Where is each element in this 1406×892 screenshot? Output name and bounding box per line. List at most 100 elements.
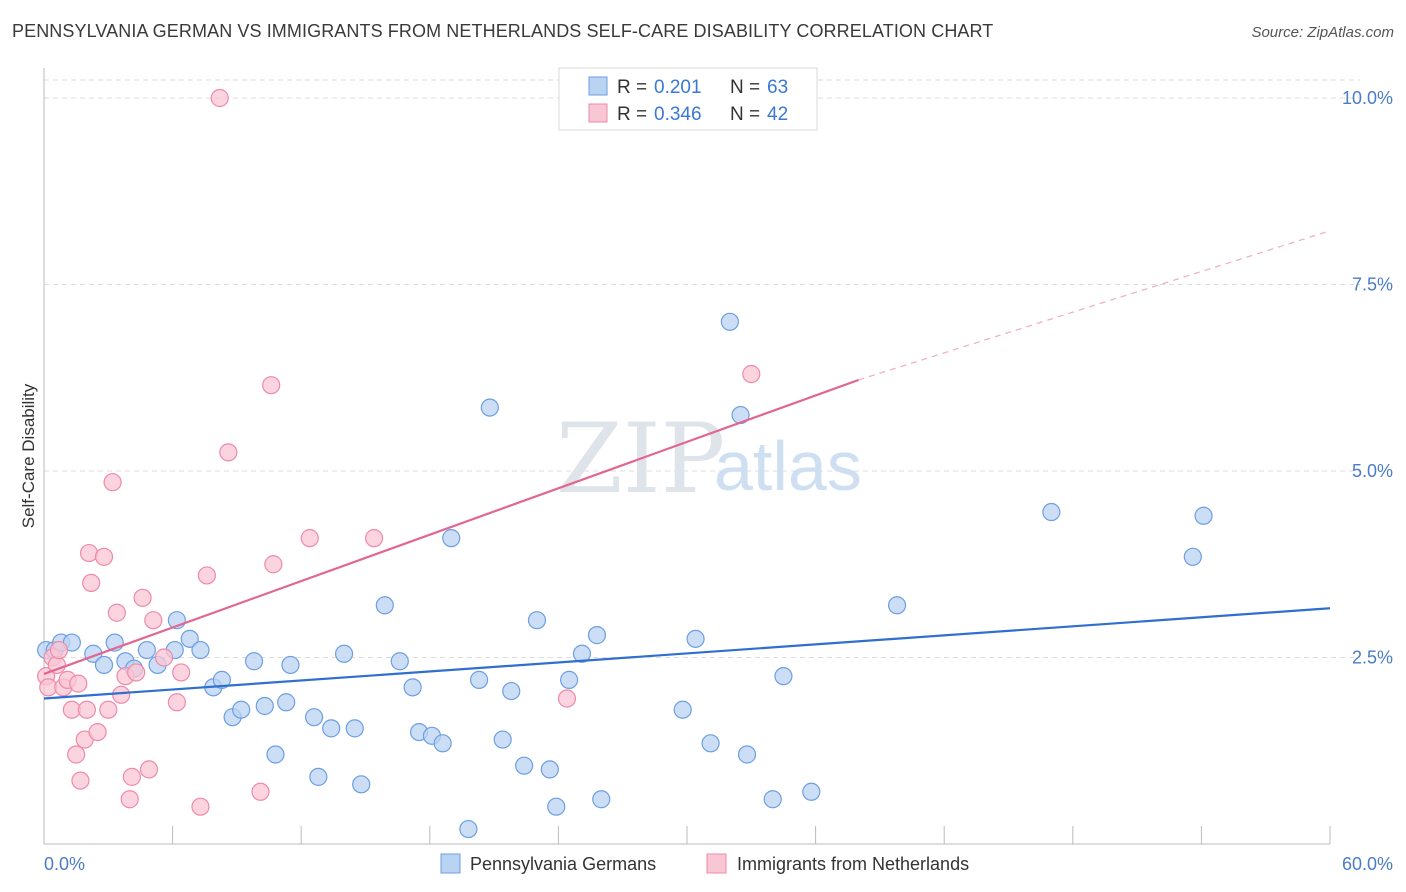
point-blue-61 [1183,547,1202,566]
point-blue-21 [266,745,285,764]
point-blue-19 [244,652,264,671]
point-blue-18 [232,700,251,719]
point-blue-29 [352,775,371,794]
point-pink-40 [742,364,761,384]
point-pink-35 [262,376,281,395]
point-blue-41 [502,681,521,701]
point-pink-33 [219,443,238,462]
legend-n-label-2: N = [730,104,760,125]
point-blue-59 [887,596,907,615]
point-pink-27 [154,648,174,667]
point-blue-16 [212,670,231,689]
point-pink-4 [49,640,69,660]
chart-title: PENNSYLVANIA GERMAN VS IMMIGRANTS FROM N… [12,21,994,41]
point-blue-42 [515,756,534,775]
legend-swatch-pink [588,103,608,123]
point-blue-25 [309,767,328,786]
legend-r-value-1: 0.201 [654,77,702,98]
point-pink-17 [103,473,122,492]
point-pink-26 [144,611,163,630]
legend-n-value-2: 42 [767,104,788,125]
trend-line-pink [43,378,859,675]
point-pink-8 [67,745,86,764]
point-pink-37 [300,529,319,548]
point-blue-46 [560,670,579,689]
bottom-legend-label-pink: Immigrants from Netherlands [737,854,969,874]
point-pink-28 [167,693,186,712]
point-blue-5 [94,655,114,675]
point-blue-39 [480,398,499,417]
point-blue-40 [493,730,512,749]
point-blue-27 [334,644,354,663]
point-blue-26 [322,719,341,738]
point-blue-23 [281,655,300,675]
point-blue-14 [191,640,210,660]
point-pink-15 [94,547,114,566]
point-blue-62 [1194,506,1213,525]
point-blue-35 [433,734,452,753]
y-tick-label-0: 2.5% [1352,648,1393,668]
point-pink-38 [364,529,384,548]
point-blue-45 [547,797,566,816]
point-pink-18 [107,603,126,622]
point-pink-30 [191,797,210,816]
trend-line-blue [43,607,1331,700]
grid-lines [44,79,1360,658]
watermark-atlas: atlas [714,427,862,505]
axes [43,68,1331,845]
point-pink-34 [251,782,270,801]
y-tick-labels: 2.5% 5.0% 7.5% 10.0% [1342,88,1393,668]
point-pink-9 [71,771,90,790]
point-blue-9 [137,640,156,660]
point-blue-24 [304,708,324,727]
point-blue-13 [180,629,199,648]
point-blue-30 [375,596,394,615]
point-pink-21 [120,790,139,809]
point-blue-56 [763,790,782,809]
legend-n-value-1: 63 [767,77,788,98]
point-pink-24 [133,588,152,607]
point-blue-48 [587,626,607,645]
trend-lines [43,230,1331,700]
watermark: ZIP atlas [556,403,862,515]
top-legend: R = 0.201 N = 63 R = 0.346 N = 42 [558,67,818,131]
point-blue-36 [442,529,461,548]
point-blue-28 [345,719,364,738]
y-tick-label-1: 5.0% [1352,461,1393,481]
point-pink-36 [264,555,283,574]
trend-line-pink-extension [858,230,1331,381]
point-blue-53 [720,312,739,331]
point-pink-23 [127,663,146,682]
point-blue-57 [774,667,793,686]
legend-r-label-1: R = [617,77,647,98]
point-blue-58 [802,782,821,801]
point-pink-25 [139,760,159,779]
point-pink-32 [210,88,229,108]
legend-r-value-2: 0.346 [654,104,702,125]
point-pink-22 [122,767,141,786]
point-pink-29 [172,663,191,682]
x-tick-label-1: 60.0% [1342,854,1393,874]
source-label: Source: ZipAtlas.com [1251,24,1394,41]
point-pink-41 [69,674,88,693]
point-blue-32 [403,678,422,697]
bottom-legend-swatch-pink [706,853,727,874]
bottom-legend-label-blue: Pennsylvania Germans [470,854,656,874]
point-pink-31 [197,566,216,585]
point-pink-19 [112,685,131,704]
bottom-legend-swatch-blue [440,853,461,874]
point-pink-11 [77,700,96,719]
point-pink-16 [99,700,118,719]
y-axis-label: Self-Care Disability [19,383,38,528]
legend-r-label-2: R = [617,104,647,125]
x-tick-label-0: 0.0% [44,854,85,874]
point-blue-51 [686,629,705,648]
point-blue-47 [572,644,592,663]
point-blue-44 [540,760,559,779]
point-blue-55 [737,745,757,764]
y-tick-label-2: 7.5% [1352,275,1393,295]
bottom-legend: Pennsylvania Germans Immigrants from Net… [440,853,969,874]
point-blue-20 [255,696,274,716]
y-tick-label-3: 10.0% [1342,88,1393,108]
